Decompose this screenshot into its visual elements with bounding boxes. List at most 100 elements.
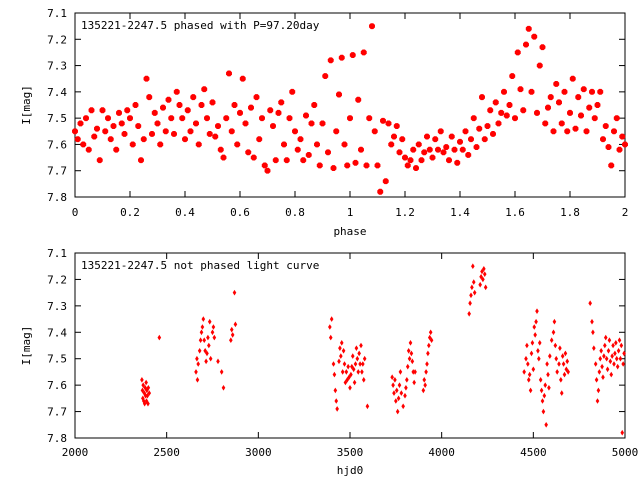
data-point bbox=[256, 136, 263, 143]
data-point bbox=[528, 387, 533, 394]
data-point bbox=[102, 128, 109, 135]
data-point bbox=[350, 363, 354, 370]
data-point bbox=[212, 133, 219, 140]
data-point bbox=[327, 57, 334, 64]
data-point bbox=[141, 395, 145, 402]
data-point bbox=[390, 374, 394, 381]
data-point bbox=[522, 369, 526, 375]
phased-light-curve-panel: 0 0.2 0.4 0.6 0.8 1 1.2 1.4 1.6 1.8 2 7.1 7.2 7.3 7.4 7… bbox=[20, 7, 628, 238]
data-point bbox=[600, 363, 604, 370]
data-point bbox=[217, 146, 224, 153]
data-point bbox=[529, 350, 534, 357]
data-point bbox=[171, 130, 177, 137]
data-point bbox=[437, 128, 444, 135]
data-point bbox=[457, 138, 463, 145]
y-tick-label: 7.5 bbox=[47, 353, 67, 366]
data-point bbox=[311, 102, 318, 108]
data-point bbox=[620, 429, 625, 436]
data-point bbox=[335, 406, 339, 412]
data-point bbox=[526, 361, 530, 367]
data-point bbox=[559, 390, 564, 396]
data-point bbox=[343, 379, 348, 386]
data-point bbox=[551, 329, 556, 336]
data-point bbox=[479, 273, 483, 280]
data-point bbox=[129, 141, 136, 148]
data-point bbox=[308, 120, 315, 127]
data-point bbox=[229, 326, 234, 333]
data-point bbox=[176, 102, 183, 108]
data-point bbox=[501, 88, 507, 95]
data-point bbox=[543, 382, 548, 388]
data-point bbox=[506, 102, 513, 108]
data-point bbox=[608, 162, 615, 169]
data-point bbox=[410, 146, 417, 153]
data-point bbox=[531, 33, 538, 40]
data-point bbox=[605, 366, 610, 373]
data-point bbox=[563, 350, 568, 357]
data-point bbox=[330, 165, 337, 172]
data-point bbox=[366, 115, 373, 122]
data-point bbox=[332, 371, 337, 378]
y-tick-label: 7.4 bbox=[47, 86, 67, 99]
x-tick-label: 0.6 bbox=[230, 206, 250, 219]
data-point bbox=[91, 133, 98, 140]
data-point bbox=[482, 266, 486, 272]
data-point bbox=[146, 400, 150, 407]
data-point bbox=[140, 136, 147, 143]
data-point bbox=[305, 151, 312, 158]
unphased-light-curve-panel: 2000 2500 3000 3500 4000 4500 5000 7.1 7.2 7.3 7.4… bbox=[20, 247, 638, 477]
data-point bbox=[611, 128, 617, 135]
data-point bbox=[622, 350, 626, 357]
data-point bbox=[590, 318, 594, 325]
data-point bbox=[556, 99, 562, 106]
data-point bbox=[220, 154, 227, 161]
data-point bbox=[619, 342, 624, 349]
data-point bbox=[292, 128, 298, 135]
data-point bbox=[361, 361, 365, 367]
data-point bbox=[547, 94, 554, 101]
data-point bbox=[606, 347, 611, 354]
data-point bbox=[333, 387, 338, 394]
x-tick-label: 1.6 bbox=[505, 206, 525, 219]
data-point bbox=[575, 94, 582, 101]
data-point bbox=[179, 115, 186, 122]
data-point bbox=[481, 136, 488, 143]
x-tick-label: 0 bbox=[72, 206, 79, 219]
data-point bbox=[215, 123, 221, 129]
data-point bbox=[451, 146, 458, 153]
data-point bbox=[600, 136, 606, 143]
data-point bbox=[534, 109, 540, 116]
data-point bbox=[425, 361, 429, 367]
x-axis-label: phase bbox=[333, 225, 366, 238]
data-point bbox=[588, 300, 592, 307]
data-point bbox=[211, 324, 216, 330]
data-point bbox=[200, 324, 205, 330]
data-point bbox=[202, 337, 207, 344]
data-point bbox=[360, 369, 364, 375]
data-point bbox=[509, 73, 516, 80]
data-point bbox=[207, 318, 212, 325]
data-point bbox=[406, 347, 411, 354]
data-point bbox=[531, 366, 536, 373]
data-point bbox=[469, 292, 473, 299]
data-point bbox=[481, 276, 485, 283]
chart-title: 135221-2247.5 phased with P=97.20day bbox=[81, 19, 320, 32]
data-point bbox=[597, 88, 604, 95]
y-tick-label: 7.7 bbox=[47, 406, 67, 419]
data-point bbox=[540, 398, 545, 404]
data-point bbox=[352, 379, 357, 386]
data-point bbox=[154, 120, 161, 127]
data-point bbox=[536, 347, 540, 354]
data-point bbox=[404, 162, 411, 169]
data-point bbox=[250, 154, 257, 161]
data-point bbox=[363, 162, 370, 169]
data-point bbox=[342, 361, 347, 367]
data-point bbox=[194, 369, 198, 375]
data-point bbox=[396, 395, 401, 402]
data-point bbox=[564, 128, 571, 135]
data-point bbox=[407, 355, 412, 362]
data-point bbox=[267, 107, 274, 114]
data-point bbox=[459, 146, 466, 153]
data-point bbox=[537, 355, 541, 362]
